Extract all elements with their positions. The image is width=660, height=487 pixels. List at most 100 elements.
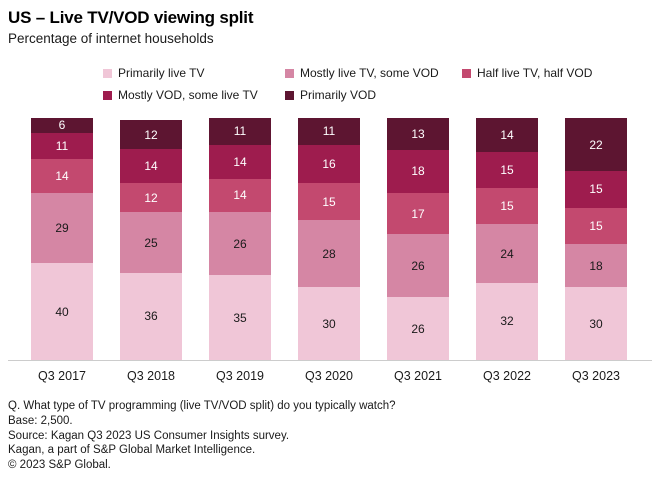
bar-segment: 15 bbox=[476, 188, 538, 225]
bar-segment: 30 bbox=[565, 287, 627, 360]
footnote-line: Source: Kagan Q3 2023 US Consumer Insigh… bbox=[8, 429, 290, 442]
legend-swatch-icon bbox=[462, 68, 471, 78]
bar-segment: 24 bbox=[476, 224, 538, 283]
bar-segment-value: 26 bbox=[411, 258, 425, 273]
bar-segment-value: 18 bbox=[589, 258, 603, 273]
bar-segment: 12 bbox=[120, 120, 182, 150]
bar-segment: 14 bbox=[209, 178, 271, 213]
bar-segment: 28 bbox=[298, 219, 360, 288]
legend-label: Primarily VOD bbox=[300, 88, 377, 102]
footnotes: Q. What type of TV programming (live TV/… bbox=[8, 399, 396, 473]
legend: Primarily live TV Mostly live TV, some VO… bbox=[103, 66, 592, 102]
bar-segment: 15 bbox=[298, 183, 360, 220]
bar-segment-value: 15 bbox=[589, 218, 603, 233]
bar-segment-value: 26 bbox=[411, 321, 425, 336]
bar-segment-value: 22 bbox=[589, 137, 603, 152]
bar-segment-value: 6 bbox=[58, 118, 66, 133]
bar-segment-value: 14 bbox=[500, 127, 514, 142]
bar-segment: 30 bbox=[298, 287, 360, 360]
footnote-line: Kagan, a part of S&P Global Market Intel… bbox=[8, 444, 256, 457]
bar-segment: 11 bbox=[31, 132, 93, 160]
legend-item: Half live TV, half VOD bbox=[462, 66, 592, 80]
chart-subtitle: Percentage of internet households bbox=[8, 31, 214, 46]
bar-segment-value: 12 bbox=[144, 127, 158, 142]
legend-swatch-icon bbox=[285, 90, 294, 100]
bar-segment: 32 bbox=[476, 282, 538, 360]
bar-segment-value: 14 bbox=[55, 169, 69, 184]
bar-segment-value: 30 bbox=[322, 316, 336, 331]
footnote-line: © 2023 S&P Global. bbox=[8, 459, 111, 472]
bar-segment: 13 bbox=[387, 118, 449, 150]
bar-segment: 36 bbox=[120, 272, 182, 360]
bar-segment-value: 26 bbox=[233, 236, 247, 251]
chart-title: US – Live TV/VOD viewing split bbox=[8, 8, 254, 27]
x-axis-label: Q3 2019 bbox=[216, 369, 264, 383]
bar-segment-value: 12 bbox=[144, 190, 158, 205]
x-axis-label: Q3 2021 bbox=[394, 369, 442, 383]
bar-segment: 11 bbox=[298, 118, 360, 145]
bar-segment: 14 bbox=[209, 144, 271, 179]
bar-segment-value: 29 bbox=[55, 221, 69, 236]
bar-segment-value: 24 bbox=[500, 246, 514, 261]
bar-segment: 14 bbox=[120, 149, 182, 184]
x-axis-label: Q3 2018 bbox=[127, 369, 175, 383]
bar-segment-value: 32 bbox=[500, 314, 514, 329]
bar-segment: 14 bbox=[31, 159, 93, 194]
legend-item: Primarily VOD bbox=[285, 88, 462, 102]
bar-segment-value: 16 bbox=[322, 157, 336, 171]
bar-segment-value: 11 bbox=[233, 124, 247, 139]
legend-label: Half live TV, half VOD bbox=[477, 66, 593, 80]
bars-area: 40 29 14 11 6 36 25 12 14 12 35 26 14 14 11 30 28 15 16 11 2… bbox=[0, 118, 660, 360]
x-axis-label: Q3 2017 bbox=[38, 369, 86, 383]
bar-segment-value: 15 bbox=[500, 199, 514, 214]
bar-segment: 26 bbox=[387, 234, 449, 298]
legend-item: Mostly VOD, some live TV bbox=[103, 88, 285, 102]
bar-q3-2017: 40 29 14 11 6 bbox=[31, 118, 93, 360]
bar-segment: 15 bbox=[476, 151, 538, 189]
bar-segment-value: 35 bbox=[233, 310, 247, 325]
bar-segment-value: 15 bbox=[322, 194, 336, 209]
bar-segment: 29 bbox=[31, 193, 93, 264]
legend-item: Primarily live TV bbox=[103, 66, 285, 80]
bar-segment-value: 11 bbox=[322, 124, 336, 139]
legend-swatch-icon bbox=[103, 90, 112, 100]
x-axis-label: Q3 2023 bbox=[572, 369, 620, 383]
bar-segment: 22 bbox=[565, 118, 627, 172]
bar-q3-2021: 26 26 17 18 13 bbox=[387, 118, 449, 360]
bar-segment: 18 bbox=[387, 149, 449, 194]
bar-segment-value: 14 bbox=[144, 159, 158, 174]
bar-segment: 26 bbox=[209, 212, 271, 276]
bar-q3-2022: 32 24 15 15 14 bbox=[476, 118, 538, 360]
bar-q3-2020: 30 28 15 16 11 bbox=[298, 118, 360, 360]
bar-q3-2019: 35 26 14 14 11 bbox=[209, 118, 271, 360]
bar-segment: 6 bbox=[31, 118, 93, 133]
bar-segment: 11 bbox=[209, 118, 271, 145]
stacked-bar-chart: 40 29 14 11 6 36 25 12 14 12 35 26 14 14 11 30 28 15 16 11 2… bbox=[0, 118, 660, 383]
bar-segment-value: 14 bbox=[233, 188, 247, 203]
bar-segment-value: 18 bbox=[411, 164, 425, 179]
bar-segment: 18 bbox=[565, 243, 627, 288]
bar-segment-value: 17 bbox=[411, 206, 425, 221]
legend-swatch-icon bbox=[103, 68, 112, 78]
legend-label: Mostly VOD, some live TV bbox=[118, 88, 258, 102]
bar-segment: 14 bbox=[476, 118, 538, 152]
bar-segment: 15 bbox=[565, 171, 627, 208]
footnote-line: Base: 2,500. bbox=[8, 414, 73, 427]
bar-segment-value: 28 bbox=[322, 246, 336, 261]
x-axis-label: Q3 2020 bbox=[305, 369, 353, 383]
bar-segment-value: 30 bbox=[589, 316, 603, 331]
bar-segment: 26 bbox=[387, 297, 449, 360]
x-axis-line bbox=[8, 360, 652, 361]
bar-segment-value: 13 bbox=[411, 126, 425, 141]
bar-segment: 12 bbox=[120, 183, 182, 213]
bar-segment-value: 40 bbox=[55, 304, 69, 319]
bar-segment-value: 15 bbox=[500, 163, 514, 178]
bar-segment-value: 36 bbox=[144, 309, 158, 324]
bar-segment: 40 bbox=[31, 263, 93, 360]
bar-segment: 17 bbox=[387, 193, 449, 235]
bar-segment-value: 11 bbox=[55, 138, 69, 153]
bar-segment: 35 bbox=[209, 275, 271, 360]
bar-q3-2023: 30 18 15 15 22 bbox=[565, 118, 627, 360]
bar-segment: 15 bbox=[565, 207, 627, 244]
